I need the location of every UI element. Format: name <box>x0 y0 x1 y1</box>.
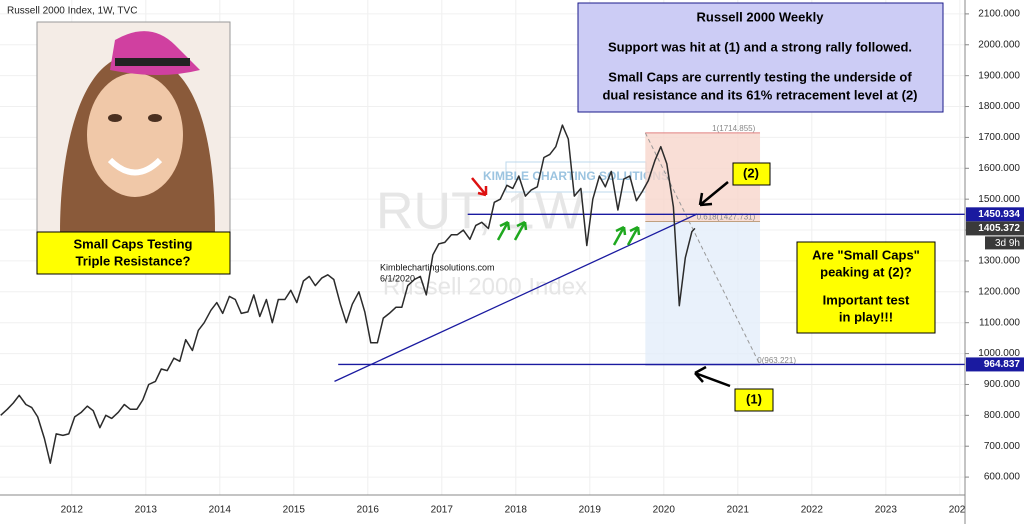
site: Kimblechartingsolutions.com <box>380 262 495 272</box>
marker-box <box>732 162 771 186</box>
marker: (1) <box>746 391 762 406</box>
x-axis-panel <box>0 495 1024 524</box>
fib-diagonal <box>644 132 761 366</box>
x-tick-label: 2019 <box>579 505 602 516</box>
question-box <box>796 241 936 334</box>
x-tick-label: 2015 <box>283 505 306 516</box>
red-arrow <box>471 177 488 197</box>
marker-box <box>734 388 774 412</box>
y-tick-label: 2100.000 <box>978 9 1020 20</box>
price-tag-label: 964.837 <box>984 359 1021 370</box>
arrow <box>612 225 627 246</box>
watermark: RUT, 1W <box>376 183 584 241</box>
arrow <box>626 225 641 246</box>
y-tick-label: 2000.000 <box>978 39 1020 50</box>
note: dual resistance and its 61% retracement … <box>602 87 917 102</box>
arrow <box>694 365 731 388</box>
arrow <box>471 177 488 197</box>
note-box <box>577 2 944 113</box>
y-tick-label: 1800.000 <box>978 101 1020 112</box>
price-tag-label: 1450.934 <box>978 209 1020 220</box>
note: Support was hit at (1) and a strong rall… <box>608 39 912 54</box>
x-tick-label: 2018 <box>505 505 528 516</box>
photo <box>36 21 231 233</box>
y-tick-label: 1100.000 <box>979 317 1020 328</box>
face <box>87 73 183 197</box>
eye <box>148 114 162 122</box>
x-tick-label: 2022 <box>801 505 824 516</box>
x-tick-label: 2020 <box>653 505 676 516</box>
y-tick-label: 1300.000 <box>978 256 1020 267</box>
date: 6/1/2020 <box>380 273 415 283</box>
y-axis-panel <box>965 0 1024 524</box>
fib-zone-lower <box>645 221 761 365</box>
price-line <box>0 124 696 464</box>
price-tag <box>966 207 1024 222</box>
hat-band <box>115 58 190 66</box>
caption: Small Caps Testing <box>74 236 193 251</box>
price-tag <box>966 221 1024 236</box>
countdown-tag <box>985 236 1024 250</box>
y-tick-label: 1200.000 <box>978 286 1020 297</box>
logo: KIMBLE CHARTING SOLUTIONS <box>483 169 669 183</box>
fib-label: 1(1714.855) <box>712 124 755 133</box>
chart-header: Russell 2000 Index, 1W, TVC <box>7 6 137 17</box>
y-tick-label: 700.000 <box>984 441 1021 452</box>
y-tick-label: 1000.000 <box>978 348 1020 359</box>
x-tick-label: 2017 <box>431 505 454 516</box>
price-tag-label: 1405.372 <box>978 223 1020 234</box>
x-tick-label: 2014 <box>209 505 232 516</box>
arrow <box>698 181 729 207</box>
y-tick-label: 1600.000 <box>978 163 1020 174</box>
y-tick-label: 900.000 <box>984 379 1021 390</box>
arrows <box>694 181 731 388</box>
caption-box <box>36 231 231 275</box>
x-tick-label: 2021 <box>727 505 750 516</box>
caption: Triple Resistance? <box>76 253 191 268</box>
eye <box>108 114 122 122</box>
x-tick-label: 2012 <box>61 505 84 516</box>
y-tick-label: 800.000 <box>984 410 1021 421</box>
fib-label: 0.618(1427.731) <box>697 213 756 222</box>
green-arrows <box>496 220 641 246</box>
y-tick-label: 1900.000 <box>978 70 1020 81</box>
arrow <box>513 220 528 241</box>
y-tick-label: 1500.000 <box>978 194 1020 205</box>
question: Are "Small Caps" <box>812 247 920 262</box>
countdown: 3d 9h <box>995 238 1020 249</box>
note: Russell 2000 Weekly <box>697 9 825 24</box>
question: Important test <box>823 292 910 307</box>
y-tick-label: 1700.000 <box>978 132 1020 143</box>
price-tag <box>966 357 1024 372</box>
x-tick-label: 2016 <box>357 505 380 516</box>
trendline <box>334 213 698 382</box>
smile <box>107 157 163 176</box>
x-tick-label: 2023 <box>875 505 898 516</box>
x-tick-label: 2013 <box>135 505 158 516</box>
arrow <box>496 220 511 241</box>
fib-label: 0(963.221) <box>757 356 796 365</box>
question: in play!!! <box>839 309 893 324</box>
y-tick-label: 600.000 <box>984 472 1021 483</box>
note: Small Caps are currently testing the und… <box>608 69 912 84</box>
marker: (2) <box>743 165 759 180</box>
question: peaking at (2)? <box>820 264 912 279</box>
x-tick-label: 2024 <box>949 505 972 516</box>
